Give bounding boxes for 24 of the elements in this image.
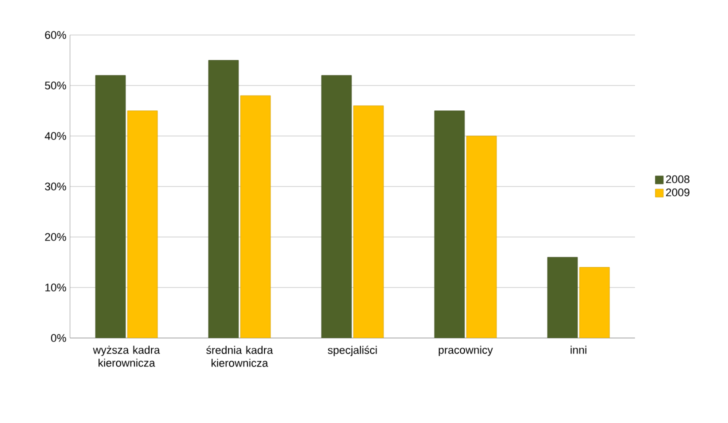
bar: [579, 267, 610, 338]
x-tick-label: pracownicy: [438, 346, 493, 356]
bar: [240, 95, 271, 338]
x-tick-label: inni: [570, 346, 586, 354]
y-tick-label: 60%: [45, 31, 66, 39]
bar: [547, 257, 578, 338]
y-tick-label: 30%: [44, 182, 66, 190]
bar: [466, 136, 497, 338]
bar: [95, 75, 126, 338]
bar: [434, 110, 465, 338]
x-tick-label: średnia kadra kierownicza: [206, 346, 273, 367]
x-tick-label: wyższa kadra kierownicza: [92, 346, 160, 367]
y-tick-label: 40%: [44, 132, 66, 140]
bar: [353, 106, 384, 338]
legend-label: 2009: [666, 188, 690, 196]
y-tick-label: 10%: [45, 284, 66, 292]
bar: [127, 110, 158, 338]
legend-label: 2008: [666, 175, 690, 184]
y-tick-label: 20%: [45, 233, 66, 241]
bar: [208, 60, 239, 338]
y-tick-label: 50%: [44, 82, 66, 90]
y-tick-label: 0%: [51, 334, 66, 342]
x-tick-label: specjaliści: [328, 346, 377, 356]
bar: [321, 75, 352, 338]
